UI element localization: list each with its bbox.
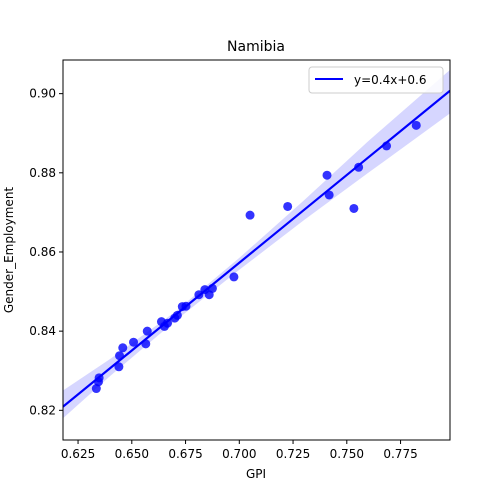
- chart-title: Namibia: [227, 39, 285, 55]
- y-tick-label: 0.88: [29, 166, 56, 180]
- plot-area: [63, 69, 450, 419]
- data-point: [181, 301, 191, 311]
- axes-frame: [62, 59, 451, 441]
- data-point: [411, 120, 421, 130]
- confidence-band: [63, 69, 450, 419]
- y-axis: 0.82 0.84 0.86 0.88 0.90: [29, 87, 63, 417]
- x-tick-label: 0.775: [383, 447, 417, 461]
- x-axis-label: GPI: [246, 467, 266, 481]
- data-point: [324, 190, 334, 200]
- x-tick-label: 0.675: [168, 447, 202, 461]
- data-point: [94, 373, 104, 383]
- data-point: [118, 343, 128, 353]
- data-point: [229, 272, 239, 282]
- data-point: [322, 170, 332, 180]
- legend: y=0.4x+0.6: [308, 66, 444, 94]
- legend-box: [308, 66, 444, 94]
- data-point: [194, 290, 204, 300]
- data-point: [207, 283, 217, 293]
- data-point: [382, 141, 392, 151]
- data-point: [141, 339, 151, 349]
- x-axis: 0.625 0.650 0.675 0.700 0.725 0.750 0.775: [61, 440, 418, 461]
- data-point: [115, 351, 125, 361]
- x-tick-label: 0.700: [222, 447, 256, 461]
- data-point: [142, 326, 152, 336]
- x-tick-label: 0.650: [115, 447, 149, 461]
- data-point: [354, 162, 364, 172]
- x-tick-label: 0.725: [276, 447, 310, 461]
- y-tick-label: 0.84: [29, 324, 56, 338]
- data-point: [129, 337, 139, 347]
- y-tick-label: 0.90: [29, 87, 56, 101]
- x-tick-label: 0.750: [330, 447, 364, 461]
- data-point: [172, 310, 182, 320]
- data-point: [162, 318, 172, 328]
- legend-entry: y=0.4x+0.6: [354, 73, 426, 87]
- data-point: [114, 362, 124, 372]
- y-tick-label: 0.86: [29, 245, 56, 259]
- y-axis-label: Gender_Employment: [2, 187, 16, 314]
- data-point: [245, 210, 255, 220]
- data-point: [283, 201, 293, 211]
- x-tick-label: 0.625: [61, 447, 95, 461]
- data-point: [349, 203, 359, 213]
- y-tick-label: 0.82: [29, 403, 56, 417]
